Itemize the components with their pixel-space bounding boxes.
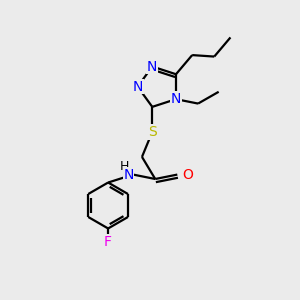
Text: S: S (148, 125, 157, 139)
Text: N: N (147, 59, 158, 74)
Text: N: N (132, 80, 143, 94)
Text: F: F (104, 235, 112, 249)
Text: N: N (171, 92, 181, 106)
Text: H: H (120, 160, 130, 173)
Text: O: O (183, 168, 194, 182)
Text: N: N (123, 168, 134, 182)
